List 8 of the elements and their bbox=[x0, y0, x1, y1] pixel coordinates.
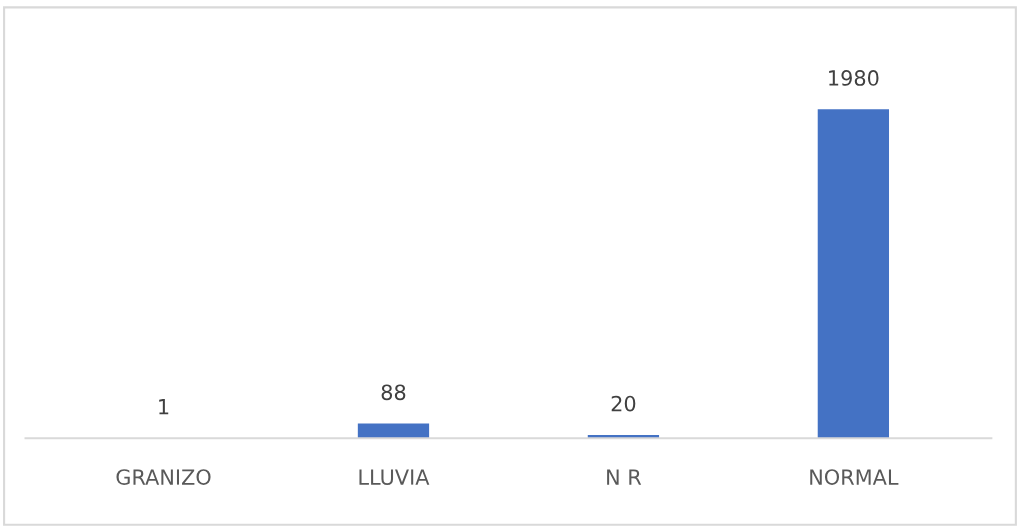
data-label: 20 bbox=[611, 395, 636, 412]
x-tick-label: NORMAL bbox=[810, 469, 899, 485]
data-label: 1 bbox=[159, 399, 169, 415]
x-tick-label: LLUVIA bbox=[359, 469, 430, 485]
x-tick-label: GRANIZO bbox=[116, 469, 211, 485]
data-label: 88 bbox=[381, 384, 406, 401]
x-tick-label: N R bbox=[607, 469, 642, 485]
data-label: 1980 bbox=[829, 70, 879, 86]
